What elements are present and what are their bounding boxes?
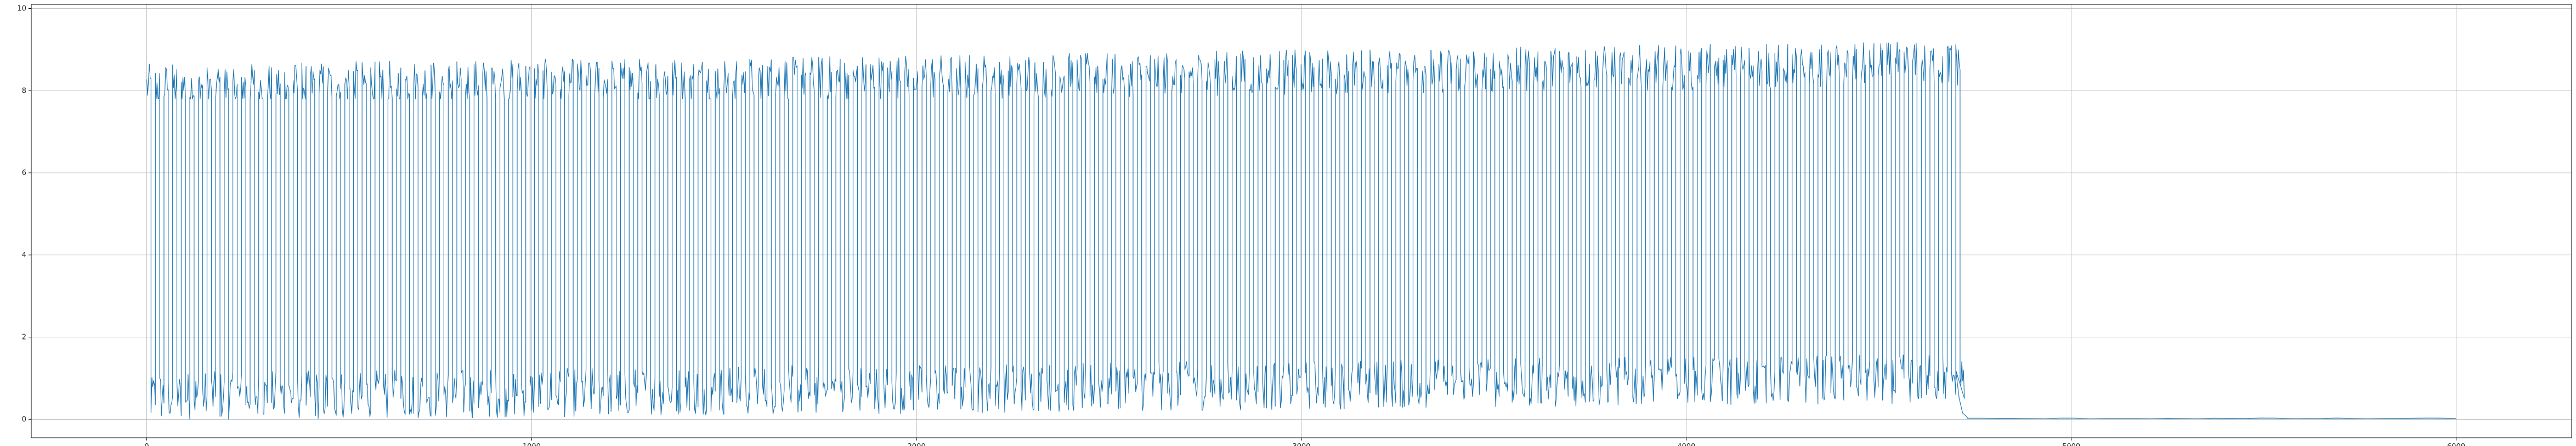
x-tick-label: 3000 <box>1292 443 1310 446</box>
y-tick-label: 6 <box>22 169 26 177</box>
y-tick-label: 8 <box>22 87 26 95</box>
y-tick-label: 2 <box>22 334 26 342</box>
x-tick-label: 0 <box>144 443 149 446</box>
x-tick-label: 5000 <box>2062 443 2080 446</box>
x-tick-label: 6000 <box>2447 443 2465 446</box>
x-tick-label: 2000 <box>908 443 926 446</box>
series-line <box>146 42 2456 420</box>
y-tick-label: 10 <box>17 4 26 13</box>
grid-lines <box>31 4 2572 438</box>
axis-ticks: 0 1000 2000 3000 4000 5000 6000 0 2 4 6 8 10 <box>17 4 2465 446</box>
y-tick-label: 4 <box>22 251 26 259</box>
x-tick-label: 1000 <box>523 443 541 446</box>
x-tick-label: 4000 <box>1677 443 1695 446</box>
y-tick-label: 0 <box>22 415 26 424</box>
